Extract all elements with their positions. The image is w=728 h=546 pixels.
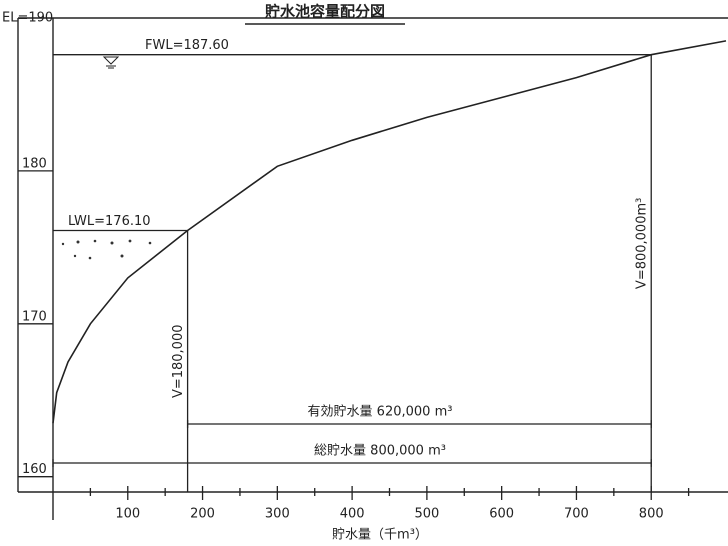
lwl-hatching: [61, 239, 152, 260]
x-tick-label: 100: [115, 507, 140, 522]
level-label: FWL=187.60: [145, 38, 229, 53]
x-tick-label: 600: [489, 507, 514, 522]
volume-marker-label: V=800,000m³: [635, 198, 650, 289]
y-tick-label: 160: [22, 462, 47, 477]
x-tick-label: 200: [190, 507, 215, 522]
y-tick-label: 170: [22, 309, 47, 324]
x-tick-label: 700: [564, 507, 589, 522]
y-tick-label: EL=190: [2, 11, 53, 26]
x-tick-label: 500: [414, 507, 439, 522]
x-tick-label: 300: [265, 507, 290, 522]
y-tick-label: 180: [22, 156, 47, 171]
dimension-label: 総貯水量 800,000 m³: [314, 444, 446, 459]
x-tick-label: 400: [340, 507, 365, 522]
level-label: LWL=176.10: [68, 214, 151, 229]
volume-marker-label: V=180,000: [171, 324, 186, 398]
x-tick-label: 800: [639, 507, 664, 522]
x-axis-label: 貯水量（千m³）: [332, 528, 428, 543]
chart-title: 貯水池容量配分図: [265, 3, 385, 21]
water-level-symbol: [102, 56, 120, 69]
dimension-label: 有効貯水量 620,000 m³: [308, 405, 453, 420]
curve: [52, 40, 727, 424]
